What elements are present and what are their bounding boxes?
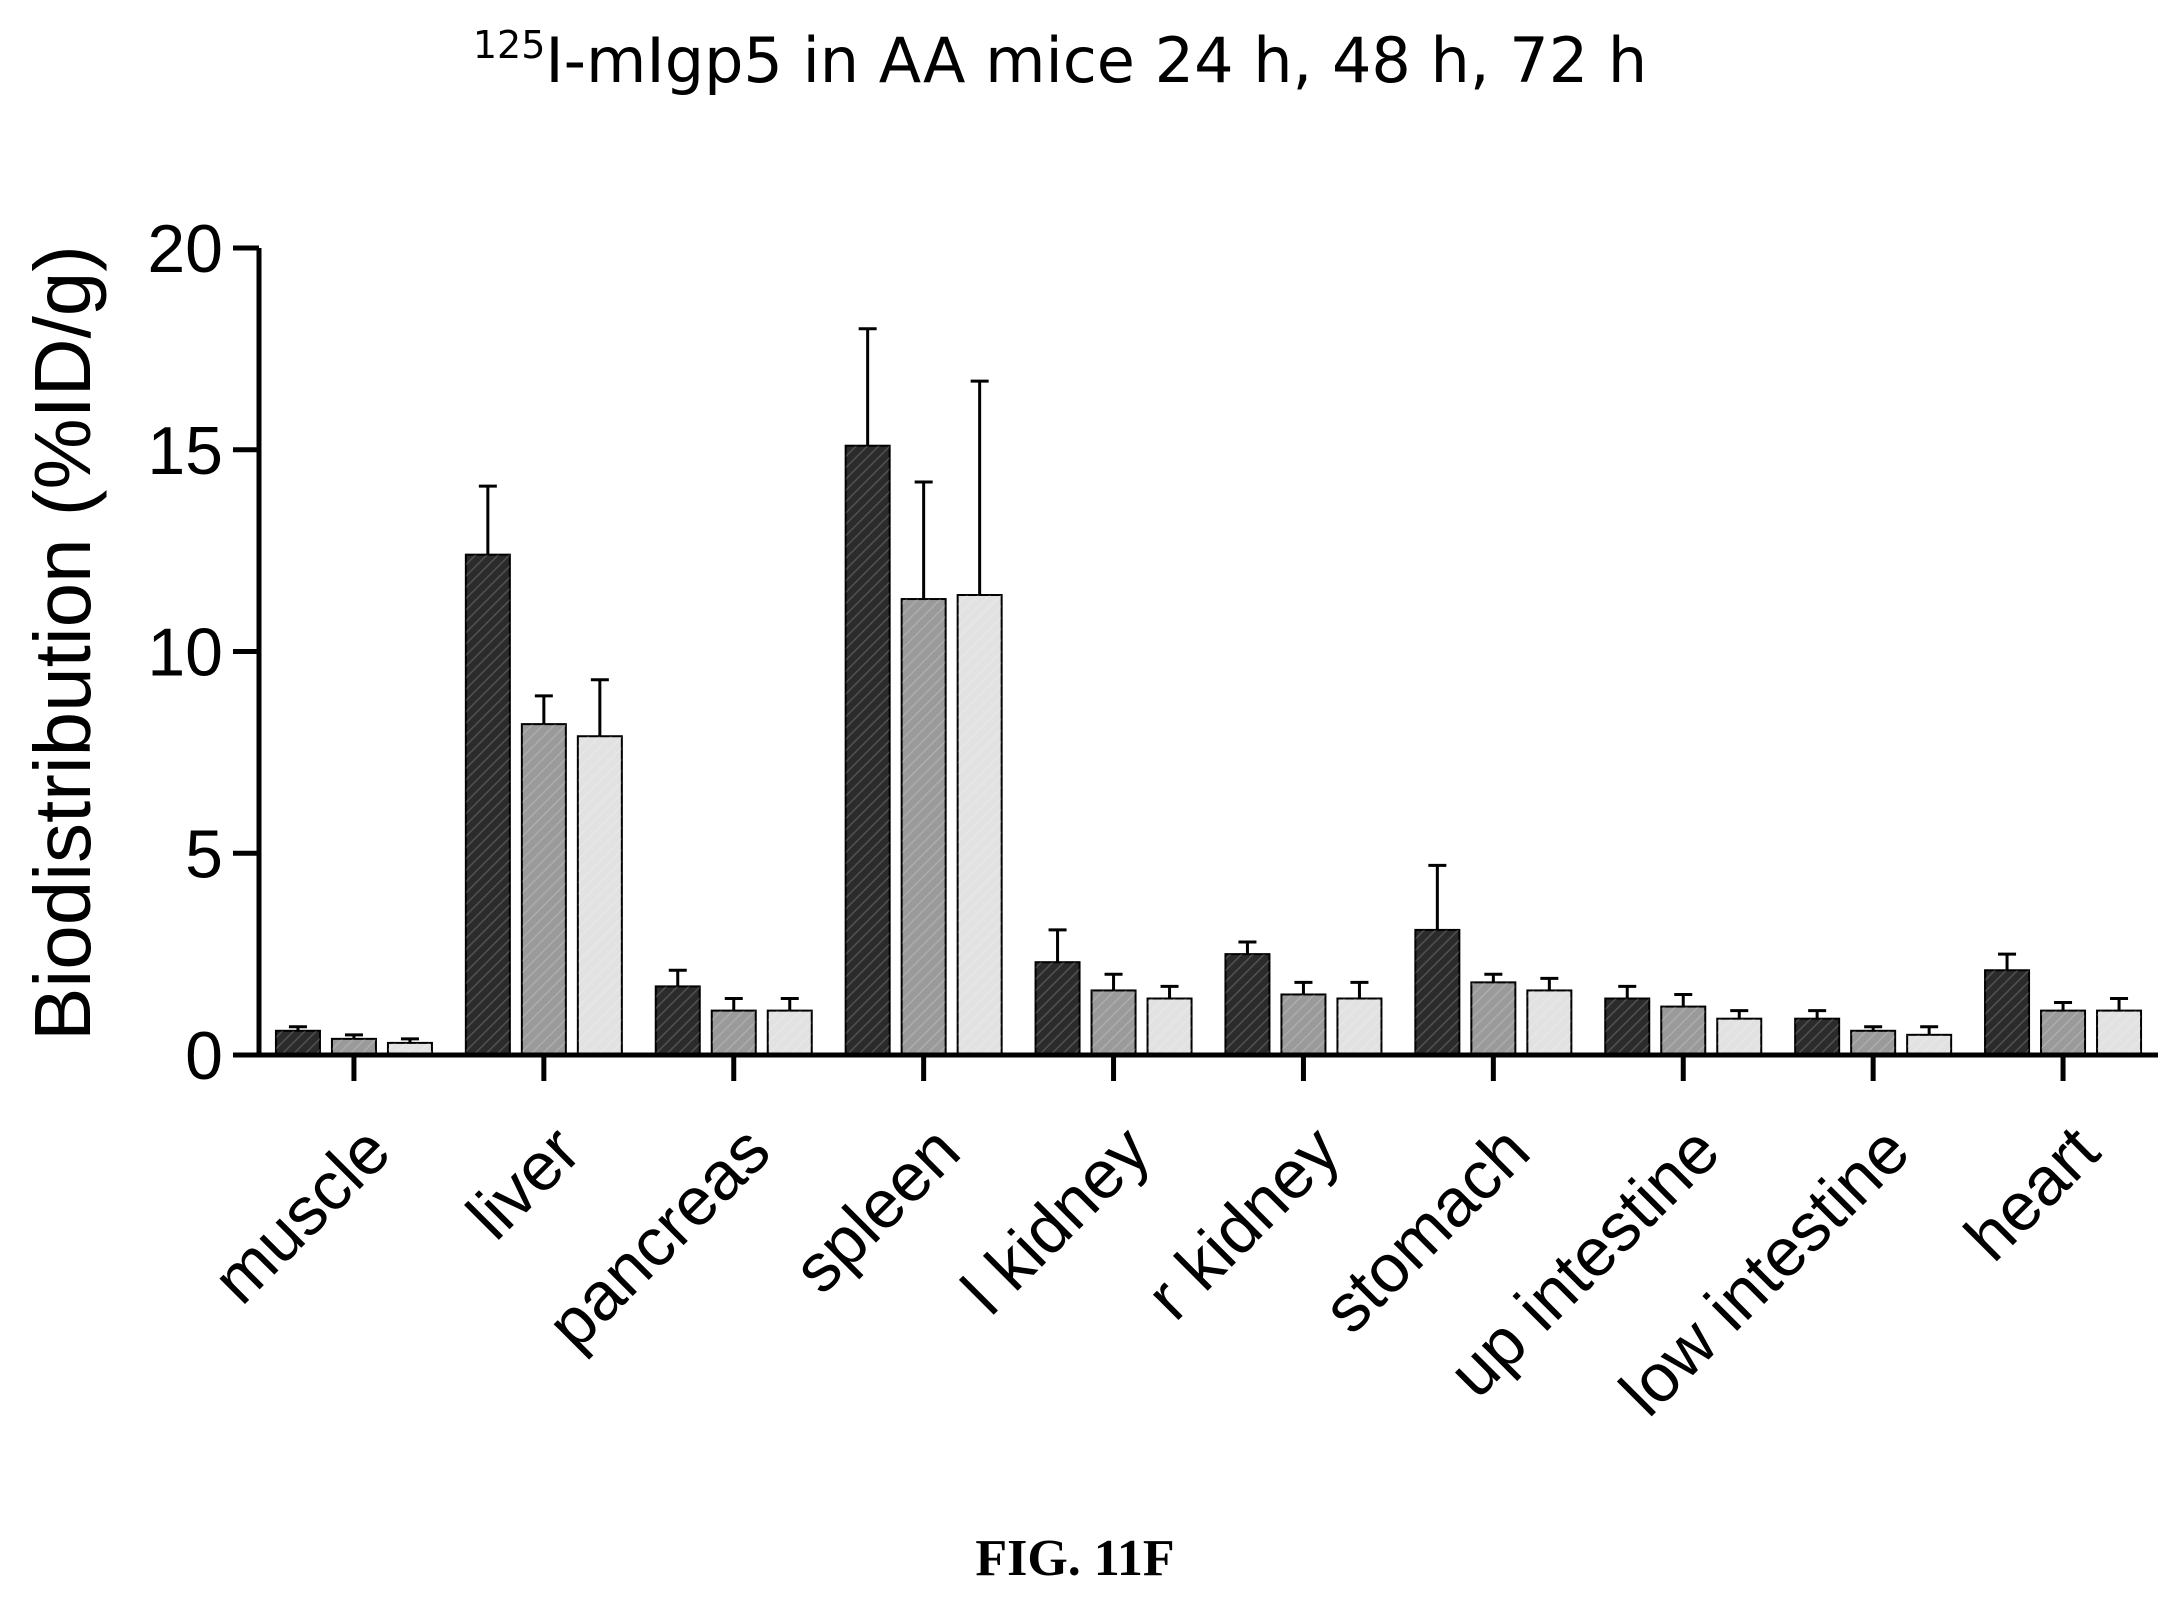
bar-texture [577, 736, 622, 1055]
x-tick-label: l kidney [947, 1112, 1164, 1329]
bar-texture [901, 599, 946, 1055]
chart-title-superscript: 125 [473, 23, 546, 67]
bar-texture [2041, 1010, 2086, 1055]
bars [274, 444, 2143, 1057]
bar-texture [1225, 954, 1270, 1055]
bar-texture [1985, 970, 2030, 1055]
x-tick-label: spleen [779, 1112, 974, 1307]
error-bars [288, 327, 2129, 1043]
bar-texture [1281, 994, 1326, 1055]
chart-title-main: I-mIgp5 in AA mice 24 h, 48 h, 72 h [545, 24, 1647, 97]
y-tick-label: 10 [147, 615, 223, 691]
bar-texture [1415, 929, 1460, 1055]
bar-texture [1471, 982, 1516, 1055]
bar-texture [1717, 1018, 1762, 1055]
bar-texture [655, 986, 700, 1055]
bar-texture [1147, 998, 1192, 1055]
bar-texture [1035, 962, 1080, 1055]
chart-title: 125I-mIgp5 in AA mice 24 h, 48 h, 72 h [473, 23, 1647, 97]
bar-texture [2097, 1010, 2142, 1055]
y-tick-label: 0 [185, 1018, 223, 1094]
bar-texture [845, 445, 890, 1056]
bar-texture [1851, 1030, 1896, 1055]
bar-texture [387, 1042, 432, 1055]
bar-texture [1795, 1018, 1840, 1055]
y-axis-label: Biodistribution (%ID/g) [18, 245, 107, 1041]
bar-texture [1527, 990, 1572, 1055]
figure-caption: FIG. 11F [975, 1530, 1174, 1587]
y-axis-ticks: 0 5 10 15 20 [147, 211, 259, 1094]
bar-texture [1907, 1034, 1952, 1055]
bar-texture [767, 1010, 812, 1055]
y-tick-label: 20 [147, 211, 223, 287]
bar-texture [1091, 990, 1136, 1055]
y-tick-label: 5 [185, 816, 223, 892]
bar-texture [331, 1038, 376, 1055]
x-tick-label: heart [1950, 1112, 2113, 1275]
x-tick-label: muscle [199, 1112, 405, 1318]
bar-texture [521, 724, 566, 1055]
bar-texture [711, 1010, 756, 1055]
bar-texture [1661, 1006, 1706, 1055]
bar-texture [1605, 998, 1650, 1055]
bar-texture [957, 595, 1002, 1055]
x-tick-label: liver [453, 1112, 595, 1254]
bar-texture [465, 554, 510, 1055]
bar-texture [275, 1030, 320, 1055]
y-tick-label: 15 [147, 413, 223, 489]
bar-texture [1337, 998, 1382, 1055]
